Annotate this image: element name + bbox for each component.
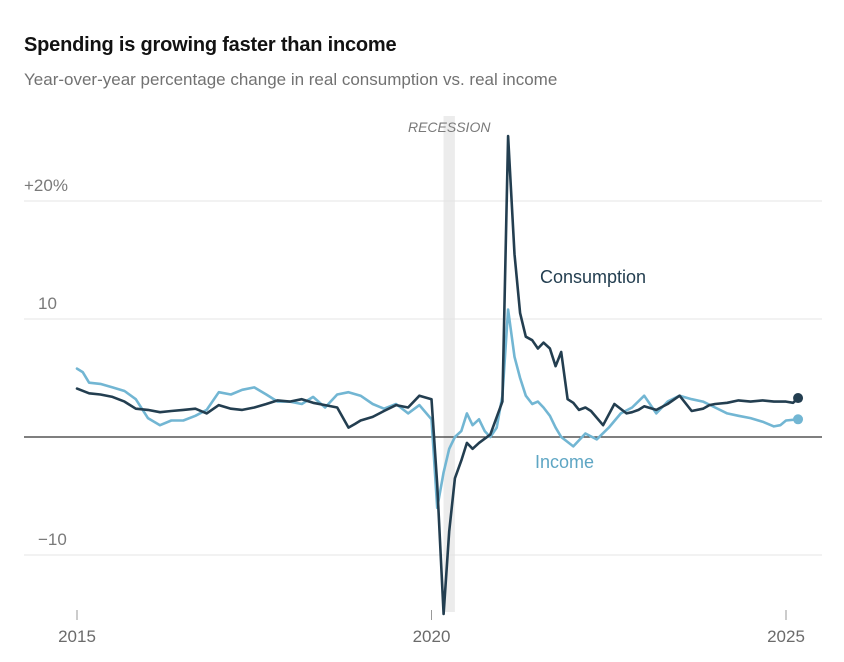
- chart-title: Spending is growing faster than income: [24, 34, 397, 56]
- consumption-endpoint: [793, 393, 804, 404]
- chart-subtitle: Year-over-year percentage change in real…: [24, 70, 558, 89]
- consumption-series-label: Consumption: [540, 267, 646, 287]
- y-tick-label: −10: [38, 530, 67, 549]
- recession-band: [443, 116, 455, 612]
- x-tick-label: 2025: [767, 627, 805, 646]
- recession-label: RECESSION: [408, 119, 491, 135]
- consumption-line: [75, 134, 800, 616]
- x-tick-label: 2020: [413, 627, 451, 646]
- y-tick-label: +20%: [24, 176, 68, 195]
- x-tick-label: 2015: [58, 627, 96, 646]
- y-tick-label: 10: [38, 294, 57, 313]
- income-endpoint: [793, 414, 804, 425]
- income-series-label: Income: [535, 452, 594, 472]
